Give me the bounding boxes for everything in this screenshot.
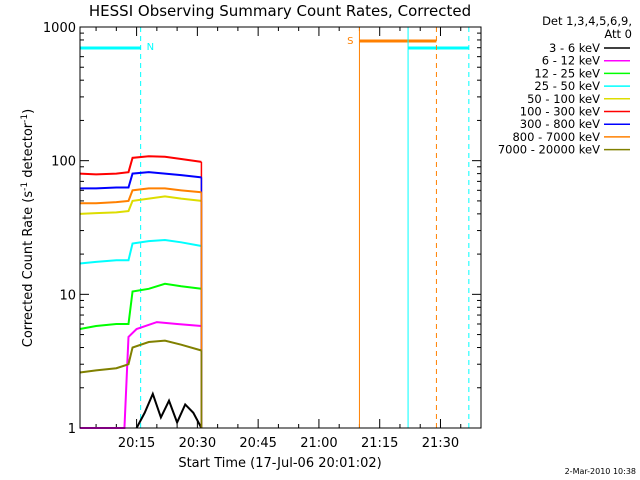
series-line <box>79 171 202 190</box>
series-line <box>135 391 203 429</box>
y-tick-labels: 1 10 100 1000 <box>43 21 76 437</box>
plot-frame <box>79 26 482 429</box>
y-tick-label: 100 <box>51 155 76 170</box>
y-axis-label-sup2: -1 <box>20 114 30 123</box>
y-tick-label: 1 <box>68 422 76 437</box>
series-layer <box>79 155 203 429</box>
y-axis-label: Corrected Count Rate (s-1 detector-1) <box>20 109 36 347</box>
y-axis-label-end: ) <box>21 109 36 114</box>
series-line <box>79 282 202 331</box>
y-axis-label-mid: detector <box>21 122 36 182</box>
y-axis-label-sup1: -1 <box>20 182 30 191</box>
legend-label: 300 - 800 keV <box>520 117 600 131</box>
legend-label: 6 - 12 keV <box>542 54 600 68</box>
series-line <box>79 339 202 374</box>
legend-label: 25 - 50 keV <box>534 79 600 93</box>
night-bar-label: N <box>147 42 154 53</box>
x-tick-label: 20:15 <box>118 436 155 451</box>
legend-label: 12 - 25 keV <box>534 66 600 80</box>
legend-label: 50 - 100 keV <box>527 92 600 106</box>
x-tick-label: 21:15 <box>361 436 398 451</box>
legend-label: 7000 - 20000 keV <box>498 143 600 157</box>
saa-bar-label: S <box>347 36 353 47</box>
y-tick-label: 10 <box>59 288 76 303</box>
x-tick-label: 20:45 <box>239 436 276 451</box>
footer-date: 2-Mar-2010 10:38 <box>565 467 636 476</box>
series-line <box>79 155 202 176</box>
legend-label: 100 - 300 keV <box>520 105 600 119</box>
x-tick-label: 21:00 <box>300 436 337 451</box>
series-line <box>79 187 202 205</box>
x-tick-label: 21:30 <box>422 436 459 451</box>
y-axis-label-main: Corrected Count Rate (s <box>21 191 36 348</box>
legend-header-line1: Det 1,3,4,5,6,9, <box>542 14 632 28</box>
chart-title: HESSI Observing Summary Count Rates, Cor… <box>89 2 471 20</box>
x-axis-label: Start Time (17-Jul-06 20:01:02) <box>178 456 381 471</box>
legend-label: 800 - 7000 keV <box>512 130 600 144</box>
x-tick-label: 20:30 <box>179 436 216 451</box>
legend-header-line2: Att 0 <box>604 27 632 41</box>
series-line <box>79 238 202 265</box>
y-tick-label: 1000 <box>43 21 76 36</box>
series-line <box>79 195 202 215</box>
x-tick-labels: 20:15 20:30 20:45 21:00 21:15 21:30 <box>118 436 459 451</box>
annotations: NS <box>79 27 470 428</box>
legend-label: 3 - 6 keV <box>549 41 600 55</box>
